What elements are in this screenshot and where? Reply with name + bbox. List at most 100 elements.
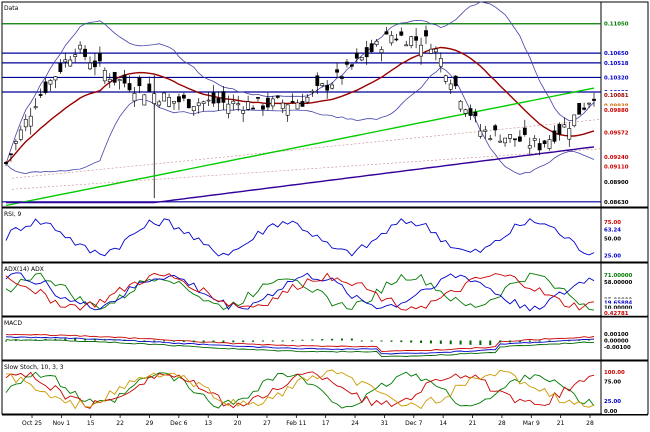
- candle-body: [473, 111, 478, 117]
- candle-body: [256, 97, 260, 99]
- candle-body: [206, 99, 211, 102]
- axis-label-bg: [602, 128, 647, 136]
- panel-title: Data: [4, 5, 19, 12]
- panel-title: Slow Stoch, 10, 3, 3: [4, 364, 64, 371]
- candle-body: [236, 103, 241, 106]
- candle-body: [557, 124, 562, 135]
- candle-body: [335, 69, 339, 73]
- histogram-bar: [459, 340, 462, 345]
- candle-body: [374, 40, 379, 45]
- axis-tick-label: 0.08900: [604, 180, 629, 186]
- candle-body: [429, 48, 433, 54]
- histogram-bar: [202, 340, 205, 343]
- x-tick-label: 29: [146, 420, 154, 427]
- indicator-series-line: [5, 272, 595, 312]
- candle-body: [251, 107, 255, 110]
- candle-body: [438, 58, 443, 67]
- candle-body: [270, 98, 275, 107]
- candle-body: [97, 52, 102, 62]
- histogram-bar: [64, 338, 67, 341]
- candle-body: [542, 140, 547, 145]
- histogram-bar: [281, 340, 284, 342]
- candle-body: [562, 124, 567, 128]
- candle-body: [433, 48, 438, 53]
- candle-body: [488, 138, 493, 140]
- candle-body: [73, 54, 78, 57]
- indicator-series-line: [5, 369, 595, 410]
- candle-body: [468, 108, 473, 116]
- axis-label-bg: [602, 152, 647, 160]
- candle-body: [577, 103, 582, 115]
- histogram-bar: [410, 340, 413, 343]
- histogram-bar: [390, 340, 393, 342]
- candle-body: [522, 127, 527, 135]
- candle-body: [320, 83, 325, 86]
- indicator-series-line: [5, 339, 595, 357]
- candle-body: [246, 101, 251, 110]
- candle-body: [305, 96, 310, 103]
- candle-body: [157, 101, 162, 106]
- histogram-bar: [153, 340, 156, 342]
- histogram-bar: [74, 338, 77, 341]
- histogram-bar: [5, 340, 7, 342]
- candle-body: [379, 49, 384, 54]
- axis-tick-label: -0.00100: [604, 345, 631, 351]
- axis-label-bg: [602, 367, 647, 375]
- panel-frame: [1, 360, 649, 415]
- candle-body: [147, 83, 152, 92]
- axis-label-bg: [602, 270, 647, 278]
- axis-label-bg: [602, 105, 647, 113]
- x-tick-label: Dec 7: [405, 420, 423, 427]
- candle-body: [537, 143, 542, 151]
- indicator-series-line: [5, 272, 595, 311]
- candle-body: [424, 30, 428, 37]
- candle-body: [508, 134, 512, 139]
- candle-body: [28, 115, 33, 127]
- panel-frame: [1, 1, 649, 208]
- candle-body: [527, 145, 532, 149]
- candle-body: [345, 61, 349, 65]
- histogram-bar: [321, 339, 324, 341]
- panel-title: RSI, 9: [4, 211, 22, 218]
- axis-tick-label: 0.09880: [604, 108, 629, 114]
- candle-body: [265, 97, 270, 108]
- candle-body: [463, 109, 468, 114]
- candles: [4, 25, 596, 166]
- histogram-bar: [103, 338, 106, 341]
- candle-body: [369, 43, 374, 52]
- candle-body: [122, 74, 127, 84]
- histogram-bar: [34, 339, 37, 341]
- histogram-bar: [449, 340, 452, 345]
- axis-label-bg: [602, 277, 647, 285]
- indicator-series-line: [5, 218, 595, 257]
- histogram-bar: [420, 340, 423, 343]
- candle-body: [582, 107, 587, 110]
- histogram-bar: [341, 338, 343, 341]
- macd-histogram: [5, 338, 591, 346]
- axis-tick-label: 25.00: [604, 254, 621, 260]
- axis-label-bg: [602, 197, 647, 205]
- x-tick-label: Oct 25: [22, 420, 42, 427]
- candle-body: [177, 96, 181, 103]
- candle-body: [4, 162, 8, 164]
- panel-title: ADX(14) ADX: [4, 266, 44, 273]
- axis-label-bg: [602, 49, 647, 57]
- histogram-bar: [252, 340, 255, 342]
- trend-line: [11, 119, 601, 179]
- histogram-bar: [271, 340, 274, 342]
- candle-body: [167, 97, 171, 107]
- candle-body: [58, 62, 63, 73]
- candle-body: [394, 38, 399, 41]
- histogram-bar: [291, 340, 294, 342]
- candle-body: [547, 139, 552, 149]
- candle-body: [517, 136, 522, 142]
- candle-body: [364, 47, 369, 58]
- x-tick-label: 28: [498, 420, 506, 427]
- axis-tick-label: 0.42781: [604, 311, 629, 317]
- histogram-bar: [360, 340, 363, 342]
- x-tick-label: 22: [116, 420, 124, 427]
- x-tick-label: Nov 1: [53, 420, 71, 427]
- histogram-bar: [301, 339, 304, 341]
